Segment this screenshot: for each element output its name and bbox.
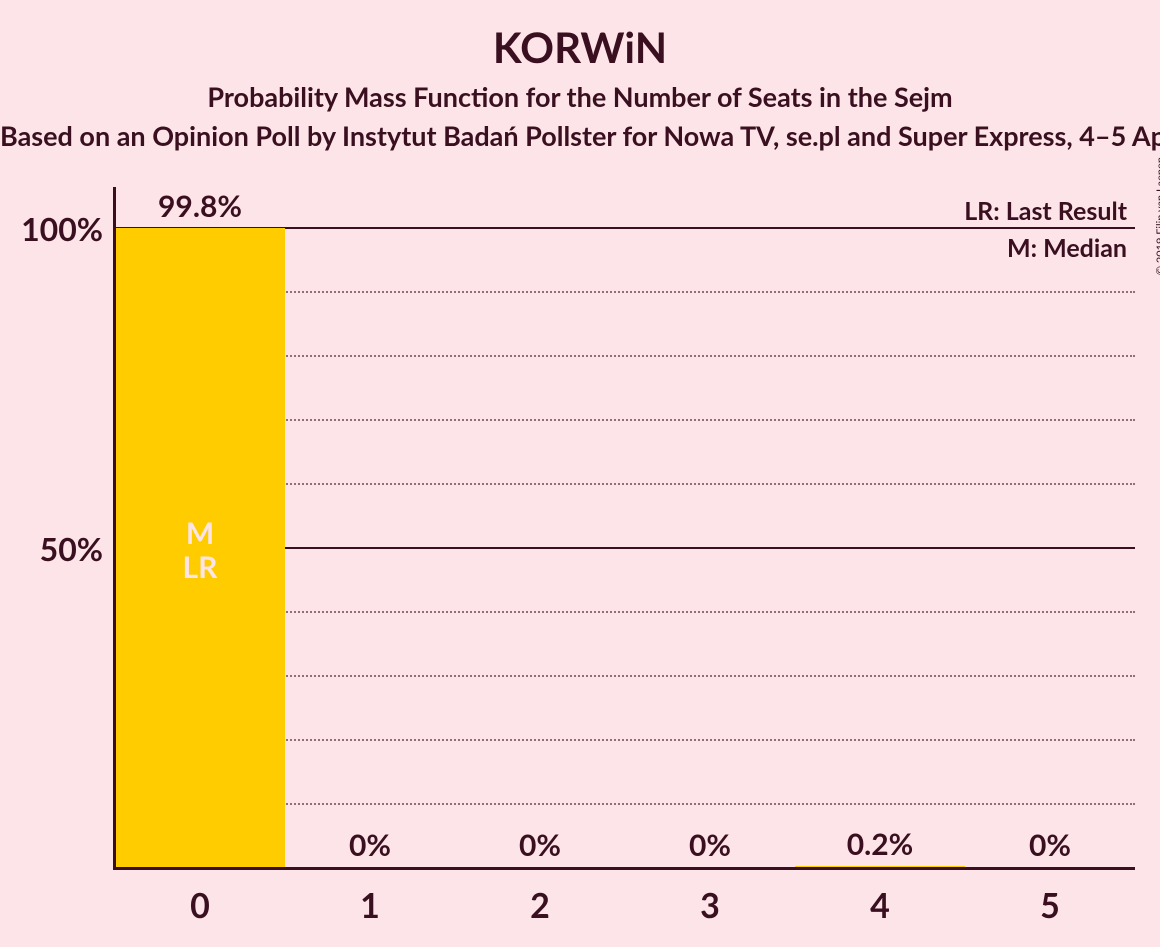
legend-median: M: Median (1007, 233, 1127, 263)
y-tick-label: 50% (0, 529, 103, 568)
legend-last-result: LR: Last Result (964, 196, 1127, 226)
bar-value-label: 0% (285, 827, 455, 863)
x-tick-label: 2 (455, 885, 625, 926)
bar-value-label: 0% (455, 827, 625, 863)
chart-plot-area: 50%100%99.8%00%10%20%30.2%40%5LR: Last R… (115, 227, 1135, 947)
chart-source: Based on an Opinion Poll by Instytut Bad… (0, 119, 1160, 152)
copyright-text: © 2019 Filip van Laenen (1154, 157, 1160, 275)
chart-subtitle: Probability Mass Function for the Number… (0, 80, 1160, 113)
x-tick-label: 3 (625, 885, 795, 926)
x-tick-label: 5 (965, 885, 1135, 926)
x-axis-line (113, 867, 1135, 870)
in-bar-median-label: M (115, 515, 285, 551)
x-tick-label: 1 (285, 885, 455, 926)
y-tick-label: 100% (0, 209, 103, 248)
chart-title: KORWiN (0, 22, 1160, 72)
in-bar-last-result-label: LR (115, 549, 285, 585)
bar-value-label: 99.8% (115, 188, 285, 224)
bar-value-label: 0.2% (795, 826, 965, 862)
bar-value-label: 0% (625, 827, 795, 863)
x-tick-label: 4 (795, 885, 965, 926)
bar-value-label: 0% (965, 827, 1135, 863)
x-tick-label: 0 (115, 885, 285, 926)
